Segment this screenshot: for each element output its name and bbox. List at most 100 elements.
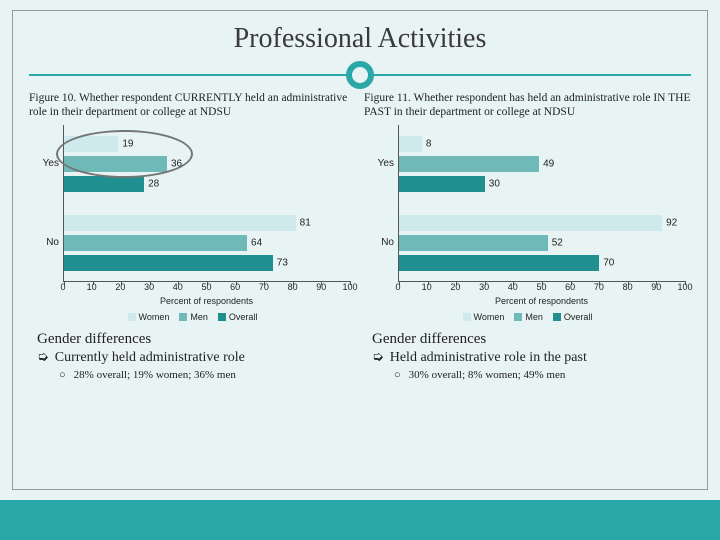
bar-value-label: 52 — [552, 237, 563, 248]
bar-men — [399, 156, 539, 172]
bar-overall — [399, 176, 485, 192]
sub-bullet-icon: ○ — [394, 369, 401, 381]
x-tick: 100 — [342, 282, 357, 292]
legend-label: Overall — [229, 312, 258, 322]
legend-swatch — [128, 313, 136, 321]
bar-overall — [64, 176, 144, 192]
x-tick: 0 — [60, 282, 65, 292]
summary-sub-text: 30% overall; 8% women; 49% men — [409, 369, 566, 381]
chart-caption: Figure 10. Whether respondent CURRENTLY … — [29, 91, 356, 121]
bar-men — [64, 156, 167, 172]
summary-bullet-text: Currently held administrative role — [55, 350, 245, 366]
legend-label: Overall — [564, 312, 593, 322]
x-tick: 10 — [422, 282, 432, 292]
x-tick: 80 — [288, 282, 298, 292]
chart-area: 193628816473YesNo0102030405060708090100P… — [29, 125, 356, 310]
divider-line-left — [29, 74, 360, 76]
charts-row: Figure 10. Whether respondent CURRENTLY … — [29, 91, 691, 323]
x-tick: 100 — [677, 282, 692, 292]
summary-bullet: ➭ Currently held administrative role — [37, 350, 356, 367]
x-tick: 30 — [479, 282, 489, 292]
bar-overall — [399, 255, 599, 271]
legend-swatch — [218, 313, 226, 321]
bar-value-label: 19 — [122, 139, 133, 150]
chart-left: Figure 10. Whether respondent CURRENTLY … — [29, 91, 356, 323]
legend-item: Women — [463, 312, 505, 322]
divider-circle-icon — [346, 61, 374, 89]
summary-row: Gender differences ➭ Currently held admi… — [29, 331, 691, 381]
bar-value-label: 28 — [148, 179, 159, 190]
x-tick: 90 — [316, 282, 326, 292]
chart-legend: Women Men Overall — [29, 312, 356, 323]
slide-frame: Professional Activities Figure 10. Wheth… — [12, 10, 708, 490]
x-tick: 50 — [536, 282, 546, 292]
bullet-icon: ➭ — [37, 350, 49, 367]
bar-women — [399, 136, 422, 152]
legend-item: Overall — [218, 312, 258, 322]
summary-sub: ○ 30% overall; 8% women; 49% men — [394, 369, 691, 381]
legend-swatch — [553, 313, 561, 321]
x-tick: 20 — [450, 282, 460, 292]
bar-value-label: 70 — [603, 257, 614, 268]
legend-label: Women — [139, 312, 170, 322]
legend-item: Overall — [553, 312, 593, 322]
legend-label: Men — [190, 312, 208, 322]
x-tick: 40 — [173, 282, 183, 292]
bar-men — [64, 235, 247, 251]
x-axis-title: Percent of respondents — [63, 296, 350, 306]
chart-legend: Women Men Overall — [364, 312, 691, 323]
summary-bullet: ➭ Held administrative role in the past — [372, 350, 691, 367]
summary-bullet-text: Held administrative role in the past — [390, 350, 587, 366]
x-tick: 70 — [259, 282, 269, 292]
bullet-icon: ➭ — [372, 350, 384, 367]
legend-item: Men — [514, 312, 543, 322]
x-tick: 80 — [623, 282, 633, 292]
bar-value-label: 92 — [666, 217, 677, 228]
footer-bar — [0, 500, 720, 540]
summary-sub: ○ 28% overall; 19% women; 36% men — [59, 369, 356, 381]
category-label: Yes — [364, 158, 394, 169]
slide-title: Professional Activities — [29, 23, 691, 55]
bar-value-label: 30 — [489, 179, 500, 190]
x-tick: 30 — [144, 282, 154, 292]
divider-line-right — [360, 74, 691, 76]
bar-men — [399, 235, 548, 251]
legend-item: Men — [179, 312, 208, 322]
legend-label: Men — [525, 312, 543, 322]
category-label: No — [29, 237, 59, 248]
summary-sub-text: 28% overall; 19% women; 36% men — [74, 369, 236, 381]
x-axis: 0102030405060708090100 — [398, 282, 685, 294]
category-label: Yes — [29, 158, 59, 169]
x-axis-title: Percent of respondents — [398, 296, 685, 306]
chart-area: 84930925270YesNo0102030405060708090100Pe… — [364, 125, 691, 310]
bar-value-label: 73 — [277, 257, 288, 268]
summary-right: Gender differences ➭ Held administrative… — [364, 331, 691, 381]
bar-value-label: 64 — [251, 237, 262, 248]
x-tick: 0 — [395, 282, 400, 292]
bar-women — [64, 136, 118, 152]
summary-heading: Gender differences — [37, 331, 356, 348]
plot-area: 19 36 28 81 64 73 — [63, 125, 350, 282]
bar-value-label: 81 — [300, 217, 311, 228]
legend-item: Women — [128, 312, 170, 322]
x-tick: 90 — [651, 282, 661, 292]
summary-left: Gender differences ➭ Currently held admi… — [29, 331, 356, 381]
bar-value-label: 8 — [426, 139, 432, 150]
legend-swatch — [179, 313, 187, 321]
bar-value-label: 49 — [543, 159, 554, 170]
chart-caption: Figure 11. Whether respondent has held a… — [364, 91, 691, 121]
legend-swatch — [463, 313, 471, 321]
title-divider — [29, 61, 691, 89]
legend-swatch — [514, 313, 522, 321]
x-tick: 50 — [201, 282, 211, 292]
chart-right: Figure 11. Whether respondent has held a… — [364, 91, 691, 323]
bar-value-label: 36 — [171, 159, 182, 170]
x-axis: 0102030405060708090100 — [63, 282, 350, 294]
x-tick: 20 — [115, 282, 125, 292]
x-tick: 10 — [87, 282, 97, 292]
bar-overall — [64, 255, 273, 271]
plot-area: 8 49 30 92 52 70 — [398, 125, 685, 282]
category-label: No — [364, 237, 394, 248]
bar-women — [399, 215, 662, 231]
x-tick: 40 — [508, 282, 518, 292]
